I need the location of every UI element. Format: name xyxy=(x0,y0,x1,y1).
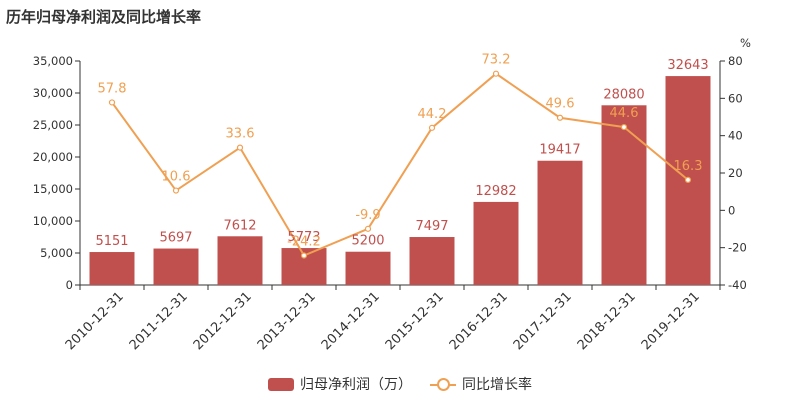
y-right-unit-label: % xyxy=(740,36,751,50)
line-point xyxy=(684,176,692,184)
x-tick-label: 2010-12-31 xyxy=(63,289,127,353)
bar xyxy=(153,248,199,285)
bar-value-label: 7497 xyxy=(415,219,448,234)
line-series xyxy=(108,70,692,259)
chart-title: 历年归母净利润及同比增长率 xyxy=(6,8,202,26)
line-value-label: 44.2 xyxy=(418,107,447,122)
bar xyxy=(601,105,647,286)
y-left-tick-label: 20,000 xyxy=(33,150,73,164)
x-tick-label: 2019-12-31 xyxy=(639,289,703,353)
y-right-tick-label: -20 xyxy=(728,241,747,255)
legend-item-profit[interactable]: 归母净利润（万） xyxy=(268,374,412,394)
growth-line xyxy=(111,72,689,257)
line-point xyxy=(492,70,500,77)
y-right-tick-label: 0 xyxy=(728,203,735,217)
line-value-label: 73.2 xyxy=(482,53,511,68)
line-point xyxy=(364,225,372,232)
bar-value-label: 12982 xyxy=(475,184,516,199)
bar-value-label: 5697 xyxy=(159,231,192,246)
y-right-tick-label: 20 xyxy=(728,166,743,180)
line-value-label: 49.6 xyxy=(546,97,575,112)
legend-label-growth: 同比增长率 xyxy=(462,377,532,393)
bar-value-label: 5151 xyxy=(95,234,128,249)
data-labels: 5151 5697 7612 5773 5200 7497 12982 19417 28080 3… xyxy=(95,53,708,250)
line-point xyxy=(428,124,436,131)
y-left-tick-label: 35,000 xyxy=(33,54,73,68)
line-value-label: -24.2 xyxy=(287,235,321,250)
y-right-tick-label: 80 xyxy=(728,54,743,68)
x-tick-label: 2012-12-31 xyxy=(191,289,255,353)
legend-line-swatch xyxy=(430,377,456,391)
line-value-label: -9.9 xyxy=(355,208,380,223)
y-left-tick-label: 15,000 xyxy=(33,182,73,196)
bar xyxy=(409,237,455,285)
line-point xyxy=(620,123,628,131)
line-point xyxy=(556,114,564,121)
x-tick-label: 2016-12-31 xyxy=(447,289,511,353)
line-value-label: 44.6 xyxy=(610,106,639,121)
bar-value-label: 28080 xyxy=(603,87,644,102)
y-left-tick-label: 25,000 xyxy=(33,118,73,132)
legend-bar-swatch xyxy=(268,377,294,391)
x-tick-label: 2018-12-31 xyxy=(575,289,639,353)
bar xyxy=(345,251,391,285)
bar-value-label: 32643 xyxy=(667,58,708,73)
line-point xyxy=(172,187,180,194)
bar-value-label: 5200 xyxy=(351,234,384,249)
x-tick-label: 2017-12-31 xyxy=(511,289,575,353)
x-tick-label: 2011-12-31 xyxy=(127,289,191,353)
line-value-label: 10.6 xyxy=(162,170,191,185)
line-point xyxy=(236,144,244,151)
legend-label-profit: 归母净利润（万） xyxy=(300,377,412,393)
line-value-label: 33.6 xyxy=(226,127,255,142)
bar-value-label: 19417 xyxy=(539,143,580,158)
y-right-tick-label: -40 xyxy=(728,278,747,292)
legend: 归母净利润（万） 同比增长率 xyxy=(0,372,800,396)
line-point xyxy=(300,252,308,259)
y-right-tick-label: 60 xyxy=(728,91,743,105)
line-value-label: 16.3 xyxy=(674,159,703,174)
legend-item-growth[interactable]: 同比增长率 xyxy=(430,374,532,394)
bar-value-label: 7612 xyxy=(223,218,256,233)
line-value-label: 57.8 xyxy=(98,81,127,96)
y-left-tick-label: 5,000 xyxy=(40,246,73,260)
y-left-tick-label: 10,000 xyxy=(33,214,73,228)
x-tick-label: 2015-12-31 xyxy=(383,289,447,353)
bar xyxy=(537,160,583,285)
bar-value-label: 5773 xyxy=(287,230,320,245)
bar xyxy=(473,201,519,285)
x-tick-label: 2013-12-31 xyxy=(255,289,319,353)
y-left-tick-label: 0 xyxy=(66,278,73,292)
y-right-tick-label: 40 xyxy=(728,129,743,143)
y-left-tick-label: 30,000 xyxy=(33,86,73,100)
bar xyxy=(89,252,135,285)
bar xyxy=(217,236,263,285)
line-point xyxy=(108,99,116,106)
x-tick-label: 2014-12-31 xyxy=(319,289,383,353)
